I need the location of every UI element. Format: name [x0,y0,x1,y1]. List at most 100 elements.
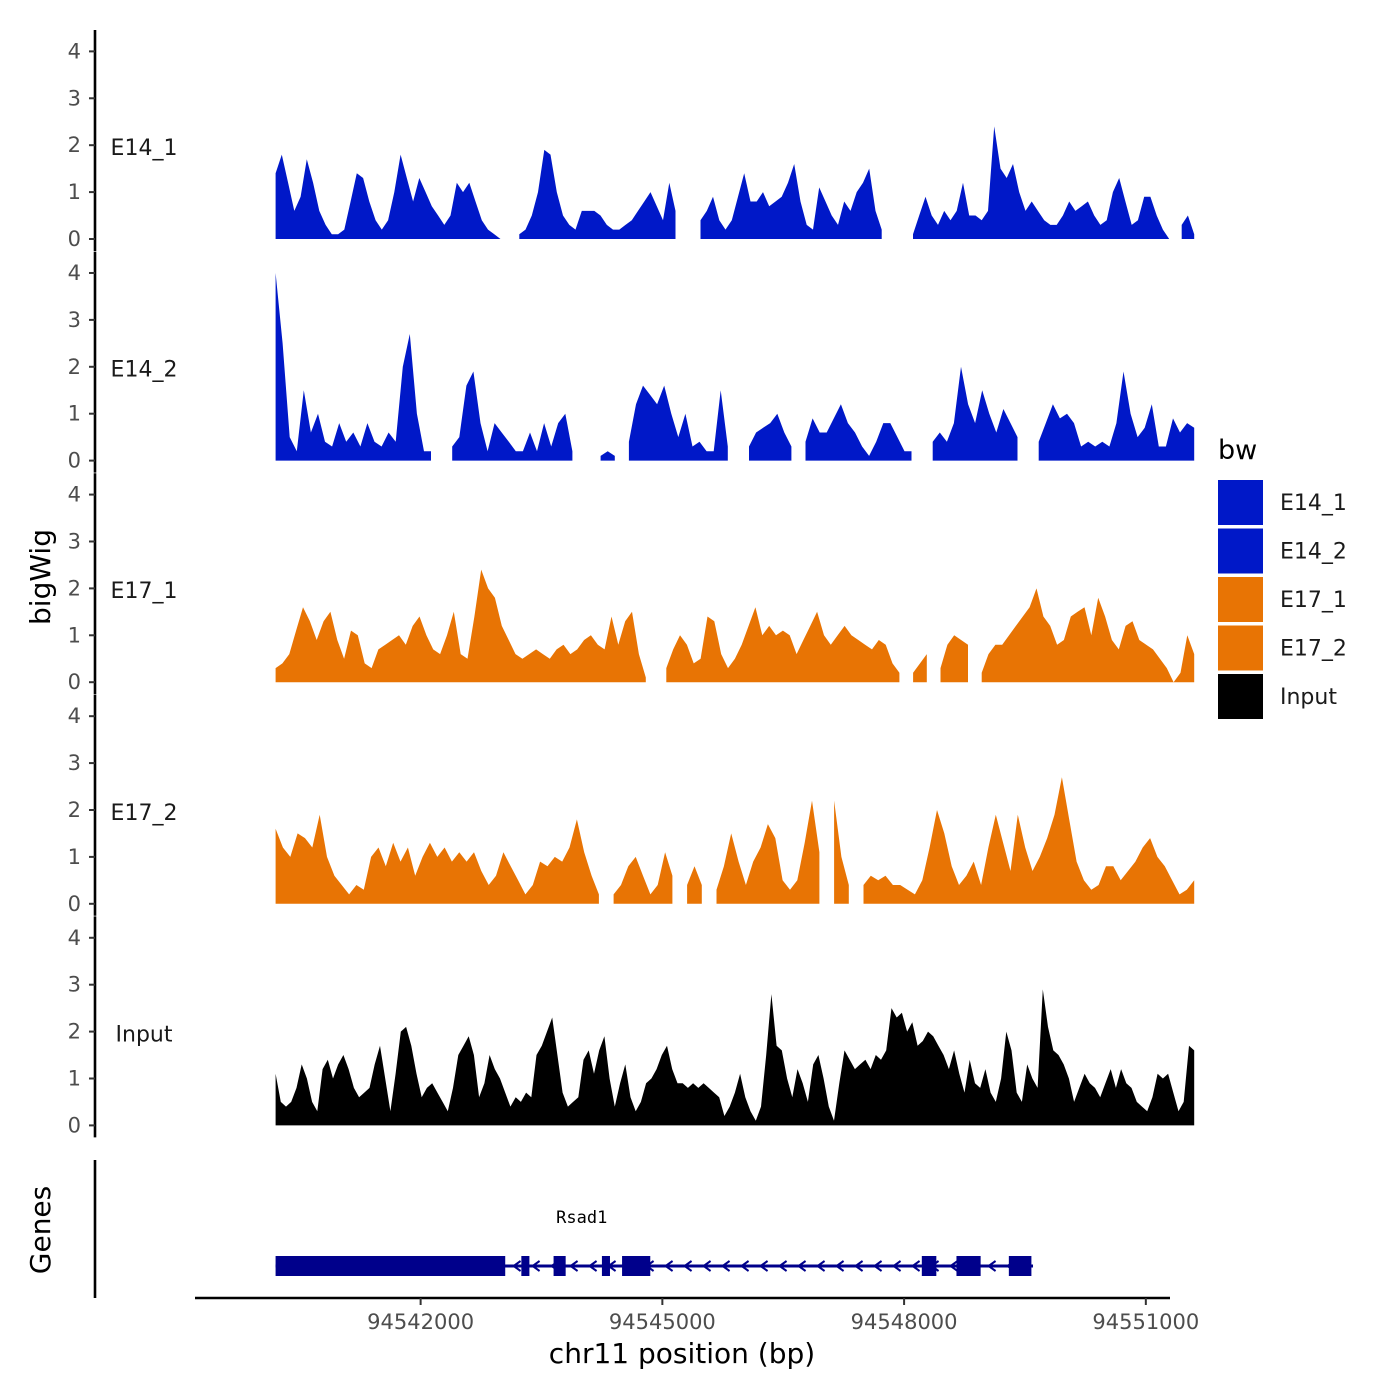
y-tick-label: 4 [68,926,81,950]
x-axis-title: chr11 position (bp) [549,1337,815,1370]
strand-arrow [853,1260,864,1272]
y-tick-label: 0 [68,892,81,916]
strand-arrow [777,1260,788,1272]
strand-arrow [815,1260,826,1272]
y-tick-label: 4 [68,483,81,507]
legend-label-e14-2: E14_2 [1280,540,1347,565]
y-tick-label: 0 [68,449,81,473]
legend-swatch-e17-1 [1218,577,1263,622]
legend-swatch-input [1218,674,1263,719]
gene-exon [601,1256,610,1276]
y-tick-label: 1 [68,623,81,647]
strand-arrow [758,1260,769,1272]
area-e14-2 [749,413,792,461]
strand-arrow [739,1260,750,1272]
area-e14-1 [519,149,676,239]
area-e17-1 [940,635,968,683]
strand-arrow [720,1260,731,1272]
strand-arrow [796,1260,807,1272]
strand-arrow [891,1260,902,1272]
track-e14-2: 0 1 2 3 4 E14_2 [68,251,1195,473]
x-tick-label: 94545000 [609,1310,716,1334]
strand-arrow [701,1260,712,1272]
gene-label: Rsad1 [556,1208,607,1228]
y-tick-label: 4 [68,261,81,285]
area-e17-2 [716,800,820,904]
area-e17-2 [834,800,849,904]
y-tick-label: 3 [68,751,81,775]
strand-arrow [530,1260,541,1272]
y-tick-label: 2 [68,1020,81,1044]
gene-exon [921,1256,937,1276]
area-e14-2 [452,371,573,461]
area-e17-2 [275,814,599,904]
area-e17-2 [613,852,673,904]
legend-label-e14-1: E14_1 [1280,491,1347,516]
y-tick-label: 0 [68,670,81,694]
strand-arrow [948,1260,959,1272]
strand-arrow [682,1260,693,1272]
x-tick-label: 94542000 [367,1310,474,1334]
area-e17-1 [913,654,927,683]
y-axis-title: bigWig [24,529,57,625]
area-e14-2 [932,366,1018,461]
legend: bw E14_1 E14_2 E17_1 E17_2 Input [1218,435,1347,719]
strand-arrow [587,1260,598,1272]
signal-tracks: 0 1 2 3 4 E14_1 0 1 2 3 4 E14_2 0 1 2 3 4 E17_1 0 1 2 3 4 E17_2… [68,30,1195,1138]
track-label-e17-2: E17_2 [111,801,178,826]
strand-arrow [568,1260,579,1272]
gene-exon [275,1256,506,1276]
y-tick-label: 2 [68,576,81,600]
area-e14-1 [913,126,1170,239]
x-tick-label: 94551000 [1092,1310,1199,1334]
y-tick-label: 1 [68,1066,81,1090]
strand-arrow [834,1260,845,1272]
y-tick-label: 2 [68,355,81,379]
legend-swatch-e14-1 [1218,480,1263,525]
y-tick-label: 2 [68,798,81,822]
area-e17-1 [981,588,1195,683]
strand-arrow [872,1260,883,1272]
y-tick-label: 4 [68,39,81,63]
strand-arrow [511,1260,522,1272]
y-tick-label: 4 [68,704,81,728]
legend-label-input: Input [1280,685,1337,710]
area-e14-2 [628,385,728,461]
x-tick-label: 94548000 [851,1310,958,1334]
area-e14-2 [600,451,615,461]
y-tick-label: 1 [68,402,81,426]
legend-label-e17-1: E17_1 [1280,588,1347,613]
y-tick-label: 1 [68,845,81,869]
track-label-e14-2: E14_2 [111,358,178,383]
y-tick-label: 3 [68,308,81,332]
area-e14-2 [805,404,912,461]
gene-exon [956,1256,981,1276]
genes-panel: Rsad1 [93,1160,1034,1298]
y-tick-label: 3 [68,529,81,553]
y-tick-label: 3 [68,973,81,997]
strand-arrow [910,1260,921,1272]
track-label-input: Input [116,1022,173,1047]
area-e17-2 [687,866,702,904]
strand-arrow [663,1260,674,1272]
legend-label-e17-2: E17_2 [1280,637,1347,662]
area-e14-2 [1038,371,1195,461]
track-e17-1: 0 1 2 3 4 E17_1 [68,473,1195,695]
area-e14-1 [700,164,882,239]
strand-arrow [986,1260,997,1272]
legend-swatch-e17-2 [1218,625,1263,671]
area-e14-1 [1181,215,1195,239]
y-tick-label: 2 [68,133,81,157]
legend-swatch-e14-2 [1218,528,1263,574]
area-e17-2 [863,777,1195,904]
y-tick-label: 3 [68,86,81,110]
track-input: 0 1 2 3 4 Input [68,916,1195,1138]
track-e17-2: 0 1 2 3 4 E17_2 [68,694,1195,916]
gene-exon [1008,1256,1032,1276]
gene-exon [553,1256,566,1276]
track-e14-1: 0 1 2 3 4 E14_1 [68,30,1195,251]
genes-axis-title: Genes [24,1186,57,1274]
track-label-e14-1: E14_1 [111,136,178,161]
area-e14-1 [275,154,501,239]
